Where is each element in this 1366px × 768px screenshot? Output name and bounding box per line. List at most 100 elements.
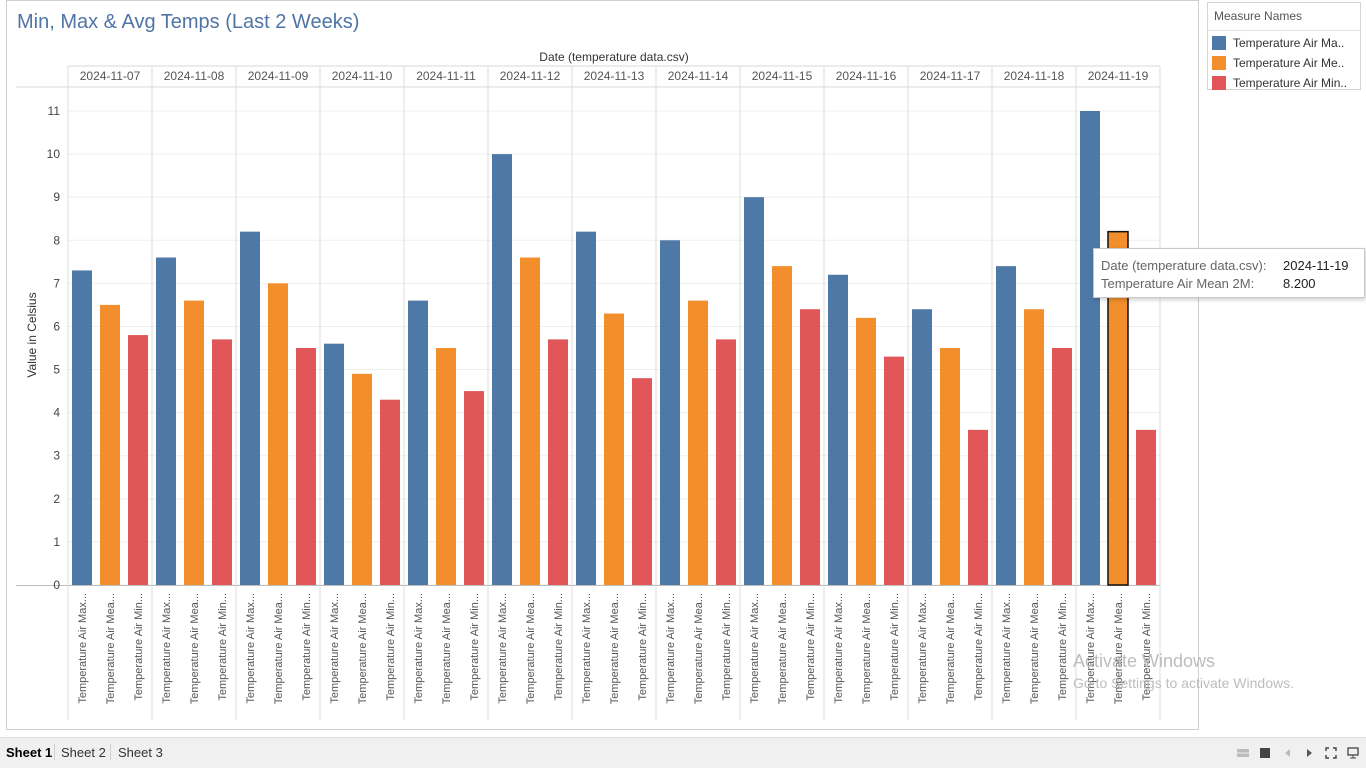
bar	[324, 343, 344, 585]
bar	[772, 266, 792, 585]
tooltip-date-row: Date (temperature data.csv): 2024-11-19	[1101, 258, 1349, 273]
date-header-label: 2024-11-08	[164, 69, 225, 83]
bar	[1080, 111, 1100, 585]
measure-axis-label: Temperature Air Mea...	[693, 593, 705, 704]
legend-label: Temperature Air Ma..	[1233, 36, 1345, 50]
worksheet-frame	[6, 0, 1199, 730]
grid-view-icon[interactable]	[1237, 747, 1249, 759]
date-header-label: 2024-11-16	[836, 69, 897, 83]
measure-axis-label: Temperature Air Min...	[637, 593, 649, 701]
date-header-label: 2024-11-17	[920, 69, 981, 83]
bar	[1052, 348, 1072, 585]
tab-divider	[54, 744, 55, 760]
date-header-label: 2024-11-07	[80, 69, 141, 83]
chart-title: Min, Max & Avg Temps (Last 2 Weeks)	[17, 11, 360, 33]
y-tick-label: 1	[53, 535, 60, 549]
measure-axis-label: Temperature Air Max...	[497, 593, 509, 704]
tooltip-date-key: Date (temperature data.csv):	[1101, 258, 1267, 273]
bar	[1024, 309, 1044, 585]
legend-item-max[interactable]: Temperature Air Ma..	[1212, 35, 1360, 51]
measure-axis-label: Temperature Air Mea...	[189, 593, 201, 704]
measure-axis-label: Temperature Air Max...	[917, 593, 929, 704]
legend-divider	[1208, 30, 1360, 31]
measure-axis-label: Temperature Air Max...	[1085, 593, 1097, 704]
bar	[604, 313, 624, 585]
bar	[548, 339, 568, 585]
date-header-label: 2024-11-15	[752, 69, 813, 83]
tab-sheet-3[interactable]: Sheet 3	[118, 745, 163, 760]
measure-axis-label: Temperature Air Min...	[973, 593, 985, 701]
bar	[940, 348, 960, 585]
y-tick-label: 10	[47, 147, 61, 161]
tooltip-measure-value: 8.200	[1283, 276, 1316, 291]
y-tick-label: 9	[53, 190, 60, 204]
column-header-label: Date (temperature data.csv)	[539, 50, 688, 64]
bar-chart[interactable]: Date (temperature data.csv) 0 1 2 3 4 5 6 7 8 9 10 1…	[0, 0, 1200, 735]
measure-axis-label: Temperature Air Max...	[749, 593, 761, 704]
y-tick-label: 0	[53, 578, 60, 592]
bar	[100, 304, 120, 585]
fit-screen-icon[interactable]	[1325, 747, 1337, 759]
tab-sheet-2[interactable]: Sheet 2	[61, 745, 106, 760]
measure-axis-label: Temperature Air Mea...	[357, 593, 369, 704]
measure-axis-label: Temperature Air Max...	[665, 593, 677, 704]
tooltip: Date (temperature data.csv): 2024-11-19 …	[1093, 248, 1365, 298]
measure-axis-label: Temperature Air Min...	[805, 593, 817, 701]
measure-axis-label: Temperature Air Mea...	[525, 593, 537, 704]
measure-axis-label: Temperature Air Max...	[1001, 593, 1013, 704]
bar	[828, 274, 848, 585]
bar	[996, 266, 1016, 585]
filmstrip-view-icon[interactable]	[1259, 747, 1271, 759]
measure-axis-label: Temperature Air Min...	[553, 593, 565, 701]
bar	[968, 429, 988, 585]
measure-axis-label: Temperature Air Max...	[245, 593, 257, 704]
legend[interactable]: Measure Names Temperature Air Ma.. Tempe…	[1207, 2, 1361, 90]
y-tick-label: 7	[53, 276, 60, 290]
measure-axis-label: Temperature Air Min...	[1141, 593, 1153, 701]
bar	[156, 257, 176, 585]
measure-axis-label: Temperature Air Min...	[133, 593, 145, 701]
bar	[408, 300, 428, 585]
y-tick-label: 4	[53, 406, 60, 420]
legend-swatch	[1212, 56, 1226, 70]
next-icon[interactable]	[1303, 747, 1315, 759]
bar	[464, 391, 484, 585]
y-tick-label: 3	[53, 449, 60, 463]
bar	[884, 356, 904, 585]
tab-sheet-1[interactable]: Sheet 1	[6, 745, 53, 760]
y-tick-label: 6	[53, 319, 60, 333]
bar	[268, 283, 288, 585]
bar	[800, 309, 820, 585]
measure-axis-label: Temperature Air Max...	[329, 593, 341, 704]
measure-axis-label: Temperature Air Min...	[1057, 593, 1069, 701]
bar	[660, 240, 680, 586]
previous-icon[interactable]	[1282, 747, 1294, 759]
tooltip-value-row: Temperature Air Mean 2M: 8.200	[1101, 276, 1316, 291]
bar	[492, 154, 512, 585]
measure-axis-label: Temperature Air Mea...	[273, 593, 285, 704]
y-tick-label: 5	[53, 363, 60, 377]
measure-axis-label: Temperature Air Mea...	[1029, 593, 1041, 704]
date-header-label: 2024-11-18	[1004, 69, 1065, 83]
bar	[128, 335, 148, 585]
bar	[716, 339, 736, 585]
legend-item-min[interactable]: Temperature Air Min..	[1212, 75, 1360, 91]
bar	[72, 270, 92, 585]
bar	[436, 348, 456, 585]
tooltip-measure-key: Temperature Air Mean 2M:	[1101, 276, 1255, 291]
bar	[380, 399, 400, 585]
date-header-label: 2024-11-11	[416, 69, 476, 83]
bar	[856, 317, 876, 585]
bar	[184, 300, 204, 585]
y-tick-label: 2	[53, 492, 60, 506]
presentation-icon[interactable]	[1347, 747, 1359, 759]
y-axis-title: Value in Celsius	[25, 292, 39, 377]
bar	[296, 348, 316, 585]
measure-axis-label: Temperature Air Mea...	[945, 593, 957, 704]
bar	[352, 373, 372, 585]
date-header-label: 2024-11-19	[1088, 69, 1149, 83]
measure-axis-label: Temperature Air Mea...	[441, 593, 453, 704]
date-header-label: 2024-11-14	[668, 69, 729, 83]
legend-item-mean[interactable]: Temperature Air Me..	[1212, 55, 1360, 71]
date-header-label: 2024-11-10	[332, 69, 393, 83]
